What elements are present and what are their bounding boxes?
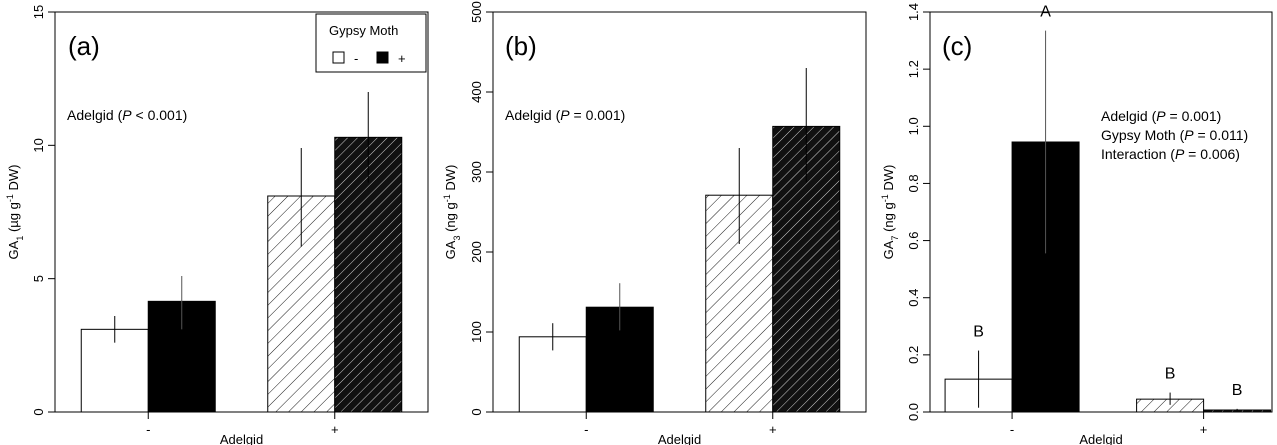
x-axis-label: Adelgid [1079, 432, 1122, 445]
y-tick-label: 0.2 [906, 346, 921, 364]
chart-panel-1: 0 5 10 15 GA1 (µg g-1 DW) - + Adelgid (a) Adelgid… [5, 5, 429, 445]
legend-swatch [376, 51, 389, 64]
y-tick-label: 0.6 [906, 232, 921, 250]
x-tick-label: - [1010, 422, 1014, 437]
x-axis-label: Adelgid [220, 432, 263, 445]
plot-frame [492, 11, 867, 413]
legend-item-label: + [398, 51, 406, 66]
y-tick-label: 500 [469, 1, 484, 23]
significance-letter: B [973, 324, 984, 341]
stat-annotation: Adelgid (P = 0.001) [505, 107, 625, 123]
bar-gypsy-moth-absent-adelgid-present [267, 195, 336, 413]
significance-letter: B [1232, 382, 1243, 399]
y-tick-label: 1.4 [906, 3, 921, 21]
y-tick-label: 0 [31, 408, 46, 415]
stat-annotation: Adelgid (P < 0.001) [67, 107, 187, 123]
stat-annotation: Gypsy Moth (P = 0.011) [1101, 127, 1248, 143]
chart-panel-2: 0 100 200 300 400 500 GA3 (ng g-1 DW) - + Adelgid… [442, 1, 867, 445]
legend-title: Gypsy Moth [329, 23, 398, 38]
legend: Gypsy Moth - + [315, 13, 427, 73]
panels: 0 5 10 15 GA1 (µg g-1 DW) - + Adelgid (a) Adelgid… [5, 1, 1273, 445]
y-tick-label: 15 [31, 5, 46, 19]
y-tick-label: 1.0 [906, 117, 921, 135]
y-tick-label: 200 [469, 241, 484, 263]
y-tick-label: 0.0 [906, 403, 921, 421]
y-tick-label: 10 [31, 138, 46, 152]
x-tick-label: + [331, 422, 339, 437]
y-axis-label: GA7 (ng g-1 DW) [880, 165, 900, 260]
plot-frame [54, 11, 429, 413]
x-tick-label: + [769, 422, 777, 437]
stat-annotation: Interaction (P = 0.006) [1101, 146, 1240, 162]
y-tick-label: 400 [469, 81, 484, 103]
y-tick-label: 5 [31, 275, 46, 282]
significance-letter: B [1165, 366, 1176, 383]
y-tick-label: 1.2 [906, 60, 921, 78]
x-axis-label: Adelgid [658, 432, 701, 445]
legend-item-label: - [354, 51, 358, 66]
y-axis-label: GA3 (ng g-1 DW) [442, 165, 462, 260]
panel-label: (a) [68, 31, 100, 61]
panel-label: (c) [942, 31, 972, 61]
significance-letter: A [1040, 4, 1051, 21]
y-tick-label: 0.8 [906, 174, 921, 192]
chart-panel-3: 0.0 0.2 0.4 0.6 0.8 1.0 1.2 1.4 GA7 (ng g-1 DW) -… [880, 3, 1273, 445]
x-tick-label: + [1200, 422, 1208, 437]
y-axis-label: GA1 (µg g-1 DW) [5, 165, 25, 260]
legend-swatch [332, 51, 345, 64]
y-tick-label: 0 [469, 408, 484, 415]
plot-frame [929, 11, 1273, 413]
bar-gypsy-moth-present-adelgid-present [334, 136, 403, 413]
y-tick-label: 300 [469, 161, 484, 183]
stat-annotation: Adelgid (P = 0.001) [1101, 108, 1221, 124]
x-tick-label: - [146, 422, 150, 437]
panel-label: (b) [505, 31, 537, 61]
y-tick-label: 0.4 [906, 289, 921, 307]
y-tick-label: 100 [469, 321, 484, 343]
x-tick-label: - [584, 422, 588, 437]
